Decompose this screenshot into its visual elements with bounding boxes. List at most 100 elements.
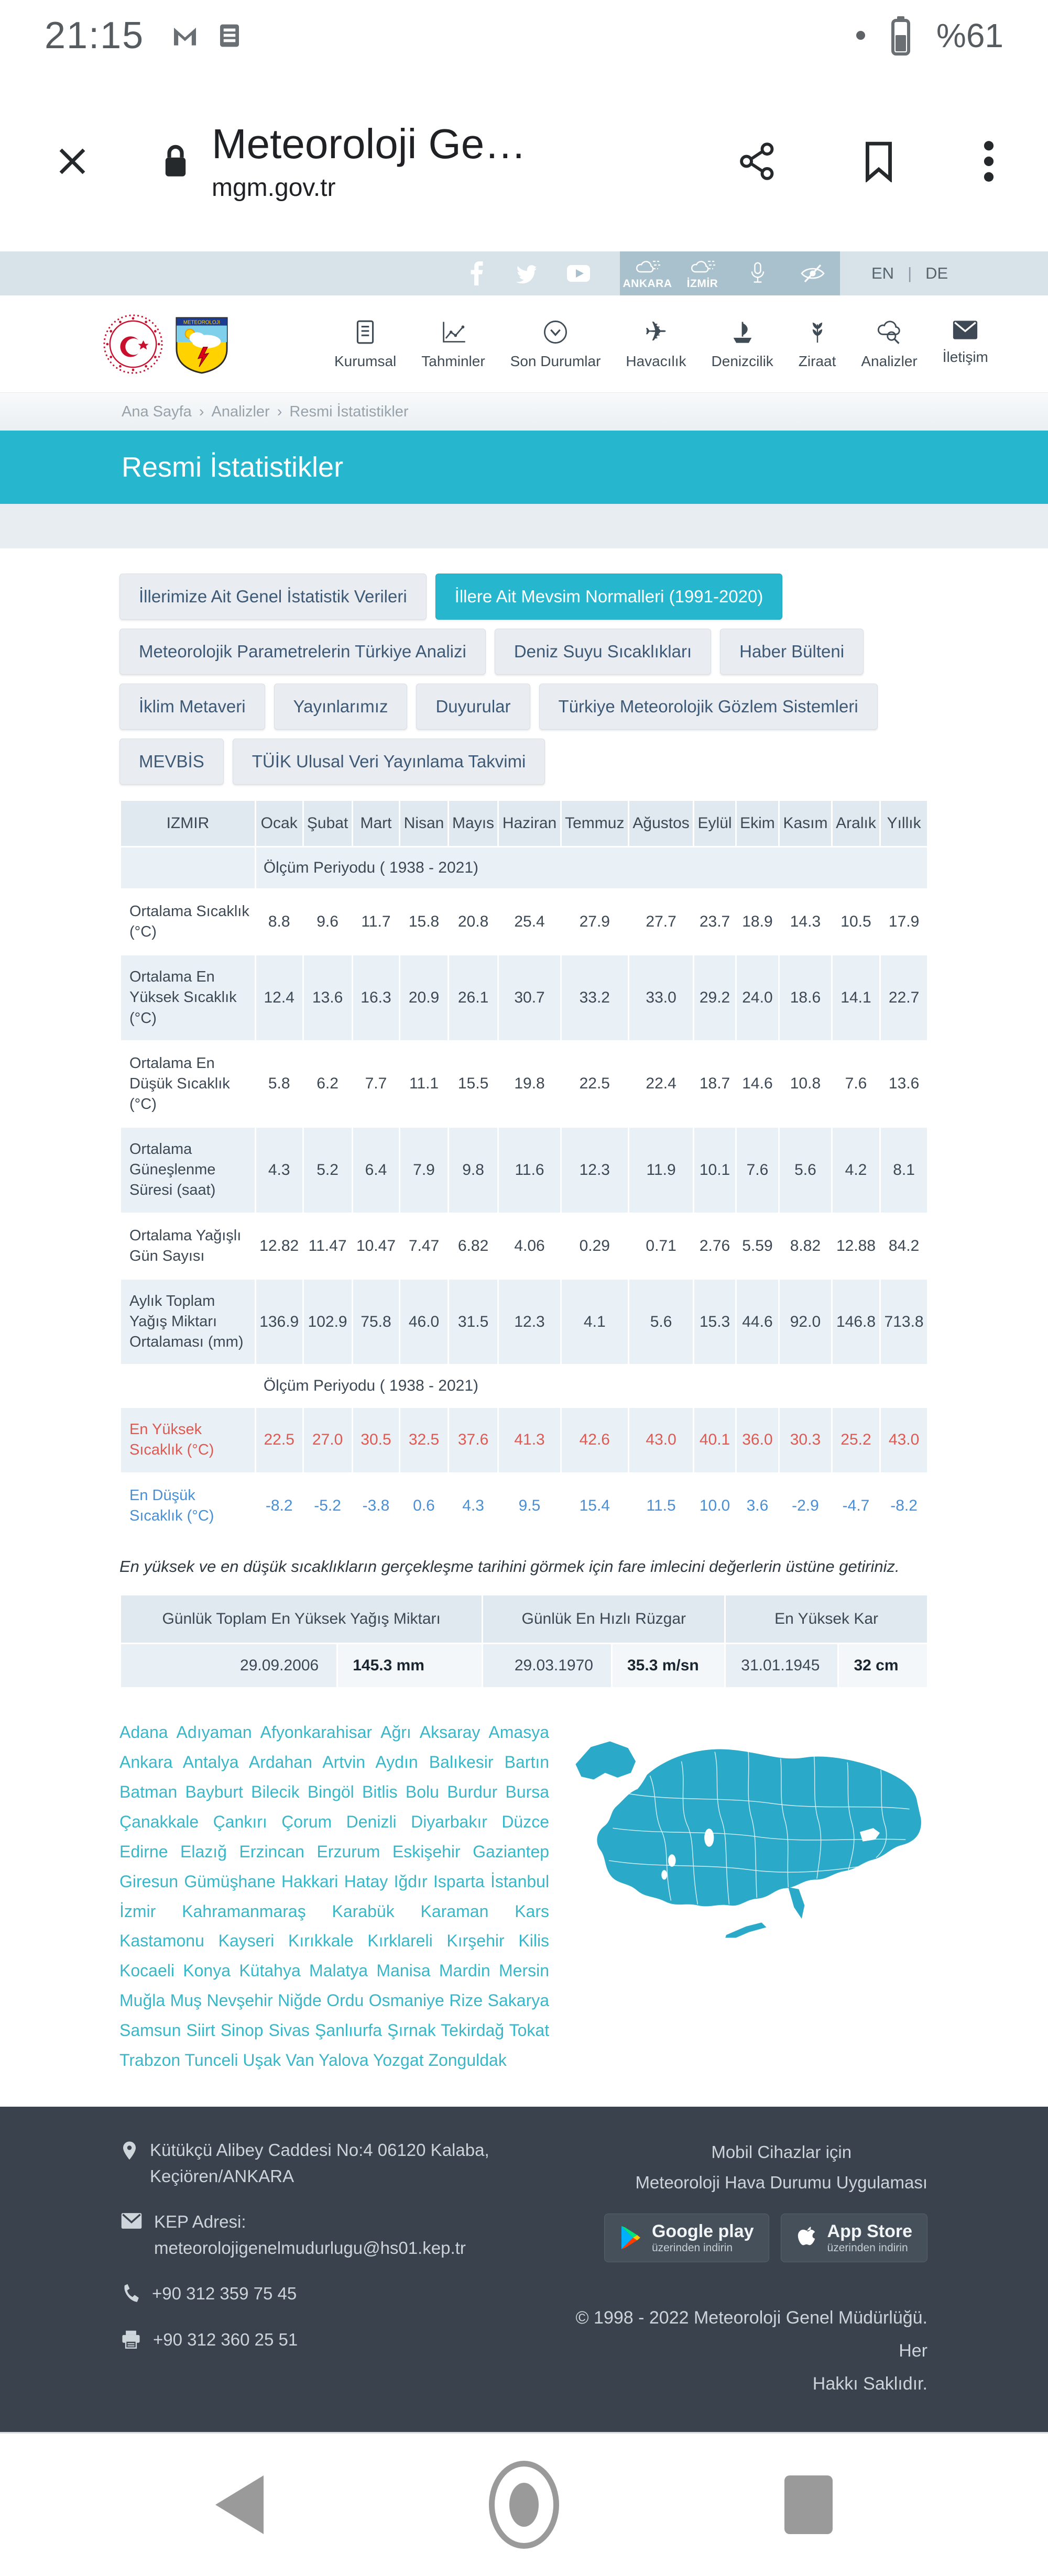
close-tab-button[interactable] — [55, 144, 90, 179]
value-cell[interactable]: 43.0 — [881, 1408, 927, 1472]
value-cell[interactable]: 3.6 — [736, 1473, 779, 1538]
city-link[interactable]: Kars — [515, 1901, 549, 1921]
value-cell[interactable]: -2.9 — [780, 1473, 831, 1538]
city-link[interactable]: Çorum — [281, 1812, 332, 1831]
city-link[interactable]: Yozgat — [373, 2051, 424, 2070]
value-cell[interactable]: 5.6 — [629, 1279, 693, 1364]
station-weather-izmir[interactable]: İZMİR — [675, 251, 730, 295]
value-cell[interactable]: -5.2 — [303, 1473, 352, 1538]
value-cell[interactable]: 5.59 — [736, 1214, 779, 1278]
value-cell[interactable]: 19.8 — [499, 1041, 560, 1127]
value-cell[interactable]: -4.7 — [832, 1473, 880, 1538]
value-cell[interactable]: 11.9 — [629, 1128, 693, 1213]
value-cell[interactable]: 16.3 — [353, 955, 399, 1040]
google-play-badge[interactable]: Google play üzerinden indirin — [604, 2213, 769, 2262]
city-link[interactable]: Hakkari — [281, 1872, 339, 1891]
value-cell[interactable]: 11.47 — [303, 1214, 352, 1278]
value-cell[interactable]: 27.9 — [561, 890, 628, 954]
filter-button[interactable]: Duyurular — [416, 684, 530, 730]
voice-search-button[interactable] — [730, 251, 785, 295]
value-cell[interactable]: 7.7 — [353, 1041, 399, 1127]
turkey-map[interactable] — [556, 1718, 929, 1956]
city-link[interactable]: Samsun — [119, 2021, 181, 2040]
facebook-icon[interactable] — [466, 261, 487, 285]
value-cell[interactable]: 8.8 — [256, 890, 302, 954]
value-cell[interactable]: 25.2 — [832, 1408, 880, 1472]
city-link[interactable]: Bolu — [405, 1782, 439, 1801]
filter-button[interactable]: Deniz Suyu Sıcaklıkları — [494, 629, 712, 675]
value-cell[interactable]: 7.9 — [400, 1128, 447, 1213]
value-cell[interactable]: 15.8 — [400, 890, 447, 954]
city-link[interactable]: İzmir — [119, 1901, 156, 1921]
value-cell[interactable]: 4.2 — [832, 1128, 880, 1213]
nav-item-son-durumlar[interactable]: Son Durumlar — [498, 318, 614, 370]
city-link[interactable]: Erzincan — [239, 1842, 304, 1861]
city-link[interactable]: Kırklareli — [367, 1931, 433, 1951]
city-link[interactable]: Ardahan — [248, 1752, 312, 1771]
filter-button[interactable]: Yayınlarımız — [274, 684, 408, 730]
value-cell[interactable]: 0.71 — [629, 1214, 693, 1278]
city-link[interactable]: Ordu — [326, 1991, 364, 2010]
value-cell[interactable]: 27.7 — [629, 890, 693, 954]
value-cell[interactable]: 32.5 — [400, 1408, 447, 1472]
city-link[interactable]: Eskişehir — [392, 1842, 461, 1861]
city-link[interactable]: Siirt — [186, 2021, 215, 2040]
nav-item-iletisim[interactable]: İletişim — [930, 318, 1001, 370]
city-link[interactable]: Sivas — [268, 2021, 310, 2040]
value-cell[interactable]: 13.6 — [881, 1041, 927, 1127]
city-link[interactable]: Mardin — [439, 1961, 490, 1980]
value-cell[interactable]: 11.6 — [499, 1128, 560, 1213]
city-link[interactable]: Isparta — [433, 1872, 485, 1891]
city-link[interactable]: İstanbul — [490, 1872, 550, 1891]
city-link[interactable]: Kahramanmaraş — [182, 1901, 306, 1921]
filter-button[interactable]: TÜİK Ulusal Veri Yayınlama Takvimi — [232, 739, 545, 785]
city-link[interactable]: Tekirdağ — [441, 2021, 505, 2040]
nav-item-kurumsal[interactable]: Kurumsal — [322, 318, 409, 370]
city-link[interactable]: Artvin — [322, 1752, 366, 1771]
city-link[interactable]: Giresun — [119, 1872, 179, 1891]
value-cell[interactable]: 41.3 — [499, 1408, 560, 1472]
value-cell[interactable]: 27.0 — [303, 1408, 352, 1472]
accessibility-button[interactable] — [785, 251, 840, 295]
nav-item-denizcilik[interactable]: Denizcilik — [699, 318, 786, 370]
city-link[interactable]: Bilecik — [251, 1782, 300, 1801]
value-cell[interactable]: 136.9 — [256, 1279, 302, 1364]
value-cell[interactable]: 7.6 — [736, 1128, 779, 1213]
city-link[interactable]: Kayseri — [218, 1931, 275, 1951]
value-cell[interactable]: 7.6 — [832, 1041, 880, 1127]
value-cell[interactable]: 11.7 — [353, 890, 399, 954]
city-link[interactable]: Edirne — [119, 1842, 168, 1861]
value-cell[interactable]: 33.0 — [629, 955, 693, 1040]
value-cell[interactable]: 4.1 — [561, 1279, 628, 1364]
value-cell[interactable]: 26.1 — [449, 955, 498, 1040]
value-cell[interactable]: 14.3 — [780, 890, 831, 954]
value-cell[interactable]: 42.6 — [561, 1408, 628, 1472]
value-cell[interactable]: 102.9 — [303, 1279, 352, 1364]
twitter-icon[interactable] — [515, 263, 539, 284]
city-link[interactable]: Amasya — [488, 1722, 549, 1742]
value-cell[interactable]: 22.7 — [881, 955, 927, 1040]
city-link[interactable]: Çanakkale — [119, 1812, 199, 1831]
city-link[interactable]: Manisa — [376, 1961, 431, 1980]
value-cell[interactable]: 15.5 — [449, 1041, 498, 1127]
city-link[interactable]: Gaziantep — [473, 1842, 550, 1861]
value-cell[interactable]: 23.7 — [694, 890, 735, 954]
value-cell[interactable]: 36.0 — [736, 1408, 779, 1472]
city-link[interactable]: Osmaniye — [368, 1991, 444, 2010]
city-link[interactable]: Çankırı — [213, 1812, 267, 1831]
city-link[interactable]: Bursa — [505, 1782, 550, 1801]
youtube-icon[interactable] — [566, 263, 591, 284]
value-cell[interactable]: 4.06 — [499, 1214, 560, 1278]
city-link[interactable]: Yalova — [319, 2051, 369, 2070]
value-cell[interactable]: 5.2 — [303, 1128, 352, 1213]
value-cell[interactable]: -3.8 — [353, 1473, 399, 1538]
value-cell[interactable]: 33.2 — [561, 955, 628, 1040]
city-link[interactable]: Tokat — [509, 2021, 550, 2040]
value-cell[interactable]: 10.47 — [353, 1214, 399, 1278]
city-link[interactable]: Karaman — [420, 1901, 489, 1921]
city-link[interactable]: Sakarya — [487, 1991, 550, 2010]
city-link[interactable]: Aksaray — [419, 1722, 481, 1742]
value-cell[interactable]: 9.8 — [449, 1128, 498, 1213]
city-link[interactable]: Afyonkarahisar — [260, 1722, 373, 1742]
filter-button[interactable]: Haber Bülteni — [720, 629, 864, 675]
